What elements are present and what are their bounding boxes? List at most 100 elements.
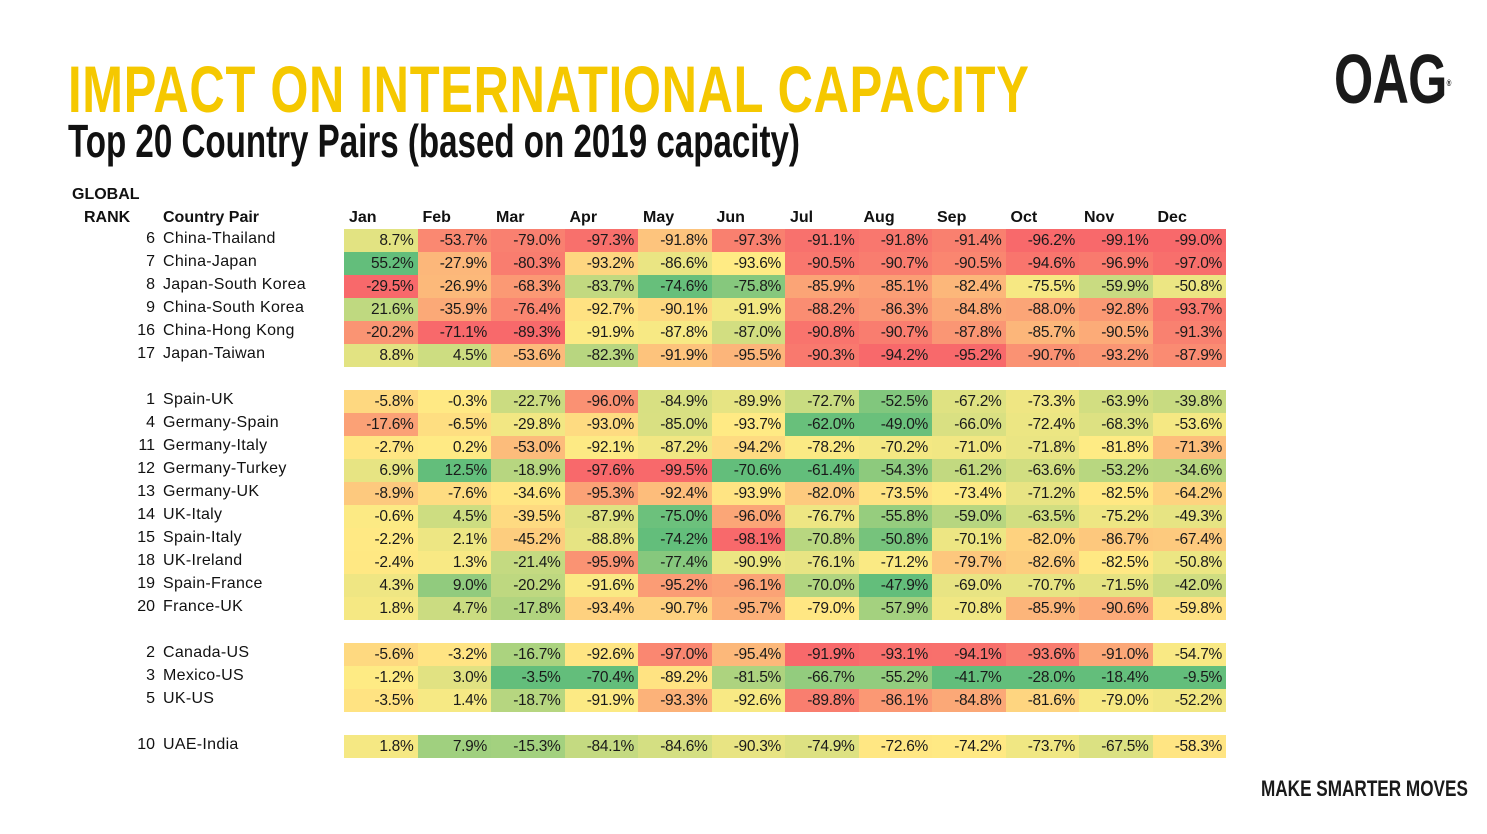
heatmap-cell: -88.2% [785, 298, 859, 321]
heatmap-cell: 4.5% [417, 344, 491, 367]
heatmap-cell: -95.7% [711, 597, 785, 620]
country-pair-label: China-Thailand [163, 230, 276, 247]
heatmap-cell: -99.5% [638, 459, 712, 482]
heatmap-cell: -91.9% [564, 321, 638, 344]
heatmap-cell: -20.2% [491, 574, 565, 597]
country-pair-label: Spain-Italy [163, 529, 242, 546]
heatmap-cell: -39.8% [1152, 390, 1226, 413]
rank-label: 13 [137, 483, 155, 500]
heatmap-cell: -5.6% [344, 643, 418, 666]
heatmap-cell: -85.7% [1005, 321, 1079, 344]
heatmap-cell: -39.5% [491, 505, 565, 528]
heatmap-cell: -86.3% [858, 298, 932, 321]
heatmap-cell: -3.5% [491, 666, 565, 689]
country-pair-label: Germany-Spain [163, 414, 279, 431]
heatmap-cell: -7.6% [417, 482, 491, 505]
rank-label: 6 [146, 230, 155, 247]
heatmap-cell: -70.4% [564, 666, 638, 689]
heatmap-cell: -90.7% [638, 597, 712, 620]
heatmap-cell: -83.7% [564, 275, 638, 298]
heatmap-cell: -29.8% [491, 413, 565, 436]
rank-label: 5 [146, 690, 155, 707]
heatmap-cell: -95.2% [638, 574, 712, 597]
heatmap-cell: -73.7% [1005, 735, 1079, 758]
month-header: May [643, 209, 675, 226]
heatmap-cell: -76.1% [785, 551, 859, 574]
rank-label: 7 [146, 253, 155, 270]
country-pair-label: France-UK [163, 598, 244, 615]
month-header: Apr [569, 209, 598, 226]
heatmap-cell: -75.2% [1079, 505, 1153, 528]
heatmap-cell: -2.2% [344, 528, 418, 551]
heatmap-cell: -82.6% [1005, 551, 1079, 574]
heatmap-cell: -90.8% [785, 321, 859, 344]
heatmap-cell: -89.3% [491, 321, 565, 344]
heatmap-cell: -17.6% [344, 413, 418, 436]
heatmap-cell: -63.5% [1005, 505, 1079, 528]
heatmap-cell: 7.9% [417, 735, 491, 758]
heatmap-cell: -96.2% [1005, 229, 1079, 252]
country-pair-label: Canada-US [163, 644, 250, 661]
heatmap-cell: -61.2% [932, 459, 1006, 482]
heatmap-cell: -91.8% [858, 229, 932, 252]
heatmap-cell: -22.7% [491, 390, 565, 413]
country-pair-label: UK-US [163, 690, 215, 707]
heatmap-cell: -63.9% [1079, 390, 1153, 413]
rank-header-line2: RANK [84, 209, 131, 226]
heatmap-cell: -90.5% [932, 252, 1006, 275]
heatmap-cell: -75.5% [1005, 275, 1079, 298]
rank-label: 10 [137, 736, 155, 753]
heatmap-cell: -6.5% [417, 413, 491, 436]
month-header: Sep [937, 209, 967, 226]
country-pair-label: Germany-UK [163, 483, 260, 500]
heatmap-cell: 9.0% [417, 574, 491, 597]
heatmap-cell: -34.6% [491, 482, 565, 505]
heatmap-cell: -55.2% [858, 666, 932, 689]
heatmap-cell: -86.7% [1079, 528, 1153, 551]
heatmap-cell: -82.0% [1005, 528, 1079, 551]
heatmap-cell: -85.9% [1005, 597, 1079, 620]
heatmap-cell: -45.2% [491, 528, 565, 551]
heatmap-cell: -50.8% [1152, 551, 1226, 574]
heatmap-cell: -88.0% [1005, 298, 1079, 321]
rank-label: 2 [146, 644, 155, 661]
heatmap-cell: -97.3% [711, 229, 785, 252]
heatmap-cell: -0.3% [417, 390, 491, 413]
heatmap-cell: -53.0% [491, 436, 565, 459]
country-pair-label: Germany-Turkey [163, 460, 287, 477]
heatmap-cell: -94.1% [932, 643, 1006, 666]
heatmap-cell: -73.4% [932, 482, 1006, 505]
heatmap-cell: -0.6% [344, 505, 418, 528]
heatmap-cell: 55.2% [344, 252, 418, 275]
heatmap-cell: -53.7% [417, 229, 491, 252]
heatmap-cell: -87.2% [638, 436, 712, 459]
heatmap-cell: -74.6% [638, 275, 712, 298]
heatmap-cell: -91.4% [932, 229, 1006, 252]
heatmap-cell: -92.7% [564, 298, 638, 321]
heatmap-cell: -91.9% [785, 643, 859, 666]
heatmap-cell: -92.6% [711, 689, 785, 712]
heatmap-cell: -92.6% [564, 643, 638, 666]
heatmap-cell: 8.8% [344, 344, 418, 367]
heatmap-cell: 2.1% [417, 528, 491, 551]
heatmap-cell: 1.3% [417, 551, 491, 574]
heatmap-cell: -95.9% [564, 551, 638, 574]
heatmap-cell: -84.9% [638, 390, 712, 413]
heatmap-cell: -87.8% [932, 321, 1006, 344]
heatmap-cell: -94.2% [711, 436, 785, 459]
tagline: MAKE SMARTER MOVES [1261, 776, 1468, 801]
logo-text: OAG [1334, 40, 1447, 118]
heatmap-cell: -85.9% [785, 275, 859, 298]
heatmap-cell: -93.4% [564, 597, 638, 620]
heatmap-cell: -95.4% [711, 643, 785, 666]
heatmap-cell: -3.2% [417, 643, 491, 666]
country-pair-label: UK-Ireland [163, 552, 243, 569]
country-pair-label: Spain-UK [163, 391, 234, 408]
rank-label: 16 [137, 322, 155, 339]
heatmap-cell: -89.2% [638, 666, 712, 689]
heatmap-cell: -87.9% [564, 505, 638, 528]
heatmap-cell: -47.9% [858, 574, 932, 597]
heatmap-cell: -79.0% [1079, 689, 1153, 712]
heatmap-cell: -28.0% [1005, 666, 1079, 689]
heatmap-cell: -84.8% [932, 689, 1006, 712]
